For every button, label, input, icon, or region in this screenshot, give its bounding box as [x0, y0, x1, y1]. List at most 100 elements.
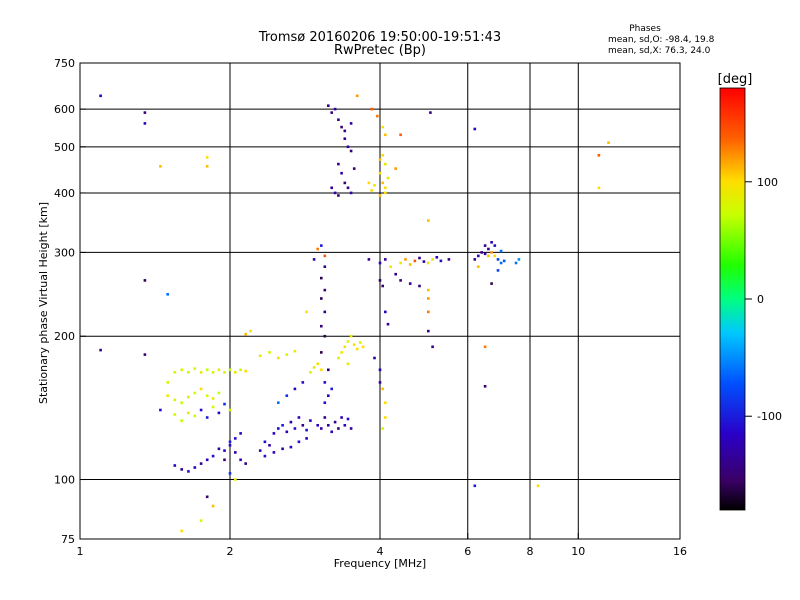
data-point [99, 94, 102, 98]
data-point [333, 107, 337, 111]
data-point [211, 405, 215, 409]
data-point [244, 369, 247, 373]
data-point [427, 310, 430, 314]
data-point [349, 122, 353, 125]
data-point [312, 366, 316, 369]
data-point [378, 158, 382, 161]
data-point [493, 244, 497, 247]
data-point [211, 454, 215, 458]
data-point [272, 451, 276, 454]
data-point [180, 368, 183, 372]
data-point [514, 261, 518, 265]
data-point [427, 261, 430, 265]
data-point [384, 401, 387, 404]
data-point [285, 430, 289, 434]
data-point [223, 449, 226, 452]
data-point [337, 162, 340, 166]
data-point [483, 244, 487, 247]
data-point [355, 94, 359, 98]
phases-line-o: mean, sd,O: -98.4, 19.8 [608, 35, 715, 45]
x-tick-label: 4 [377, 545, 384, 558]
data-point [346, 145, 350, 149]
data-point [297, 440, 301, 444]
data-point [180, 468, 183, 471]
data-point [320, 244, 323, 247]
data-point [435, 256, 439, 259]
data-point [381, 181, 384, 185]
y-tick-label: 200 [54, 330, 75, 343]
data-point [305, 428, 308, 432]
data-point [349, 149, 353, 153]
data-point [483, 252, 487, 256]
data-point [493, 254, 497, 258]
colorbar [719, 87, 746, 511]
data-point [323, 334, 327, 338]
data-point [389, 265, 392, 268]
data-point [343, 345, 347, 349]
data-point [277, 356, 280, 360]
data-point [205, 394, 209, 397]
phases-title: Phases [629, 24, 661, 34]
data-point [355, 347, 359, 351]
data-point [234, 437, 237, 440]
data-point [228, 440, 232, 444]
data-point [239, 458, 242, 462]
data-point [386, 322, 390, 326]
data-point [199, 408, 203, 412]
data-point [473, 127, 477, 131]
data-point [378, 194, 382, 197]
chart-subtitle: RwPretec (Bp) [334, 43, 426, 58]
data-point [373, 356, 376, 360]
data-point [340, 171, 343, 175]
data-point [499, 261, 503, 265]
data-point [199, 519, 203, 522]
data-point [239, 432, 242, 435]
data-point [309, 371, 312, 374]
data-point [349, 334, 353, 338]
data-point [320, 276, 323, 280]
data-point [352, 167, 356, 170]
data-point [223, 371, 226, 374]
data-point [272, 432, 276, 435]
data-point [193, 466, 197, 469]
x-tick-label: 6 [464, 545, 471, 558]
data-point [330, 186, 333, 190]
data-point [180, 401, 183, 404]
data-point [384, 416, 387, 419]
data-point [193, 414, 197, 418]
data-point [429, 111, 432, 114]
data-point [211, 371, 215, 374]
data-point [490, 251, 493, 254]
data-point [244, 332, 247, 336]
data-point [223, 458, 226, 462]
data-point [343, 181, 347, 185]
data-point [277, 427, 280, 430]
chart-title: Tromsø 20160206 19:50:00-19:51:43 [258, 30, 501, 45]
data-point [323, 310, 327, 314]
data-point [301, 381, 305, 384]
data-point [399, 279, 402, 282]
data-point [346, 340, 350, 343]
data-point [330, 430, 333, 434]
data-point [384, 186, 387, 190]
data-point [333, 191, 337, 195]
data-point [378, 381, 382, 384]
data-point [381, 125, 384, 129]
data-point [327, 368, 330, 372]
data-point [517, 258, 521, 261]
data-point [323, 265, 327, 268]
data-point [199, 462, 203, 465]
data-point [490, 241, 493, 244]
data-point [358, 341, 362, 344]
data-point [367, 181, 371, 185]
data-point [370, 189, 373, 192]
data-point [431, 258, 434, 261]
x-tick-label: 8 [527, 545, 534, 558]
data-point [234, 371, 237, 374]
data-point [483, 345, 487, 349]
data-point [323, 288, 327, 292]
data-point [211, 504, 215, 508]
data-point [281, 424, 284, 427]
data-point [337, 356, 340, 360]
data-points [99, 94, 610, 533]
